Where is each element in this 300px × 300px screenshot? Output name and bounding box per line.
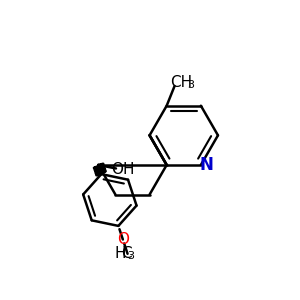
Text: H: H (115, 246, 126, 261)
Text: C: C (121, 246, 132, 261)
Text: CH: CH (170, 75, 193, 90)
Text: 3: 3 (187, 80, 194, 90)
Text: N: N (199, 156, 213, 174)
Text: O: O (117, 232, 129, 247)
Text: OH: OH (112, 162, 135, 177)
Text: 3: 3 (127, 250, 134, 261)
